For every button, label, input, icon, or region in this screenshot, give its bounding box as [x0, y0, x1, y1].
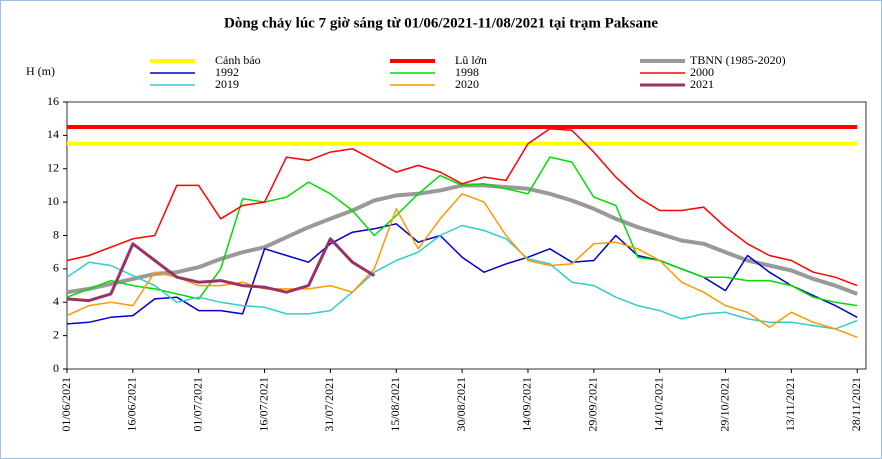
series-line	[66, 193, 858, 339]
series-line	[66, 237, 376, 303]
legend-label: 2000	[690, 65, 714, 79]
y-tick-label: 2	[53, 327, 59, 341]
x-tick-label: 13/11/2021	[783, 377, 797, 431]
y-tick-label: 0	[53, 361, 59, 375]
y-tick-label: 6	[53, 261, 59, 275]
x-tick-label: 01/07/2021	[190, 377, 204, 432]
x-tick-label: 30/08/2021	[454, 377, 468, 432]
legend-label: 1992	[215, 65, 239, 79]
y-tick-label: 4	[53, 294, 59, 308]
y-tick-label: 8	[53, 227, 59, 241]
series-line	[66, 127, 858, 287]
y-axis-label: H (m)	[26, 64, 55, 78]
y-tick-label: 10	[47, 194, 59, 208]
x-tick-label: 15/08/2021	[388, 377, 402, 432]
legend-label: 2021	[690, 77, 714, 91]
series-line	[66, 156, 858, 307]
chart-title: Dòng chảy lúc 7 giờ sáng từ 01/06/2021-1…	[224, 15, 658, 31]
x-tick-label: 14/10/2021	[651, 377, 665, 432]
series-line	[66, 223, 858, 325]
y-tick-label: 16	[47, 94, 59, 108]
legend-label: Cảnh báo	[215, 53, 261, 67]
x-tick-label: 16/07/2021	[256, 377, 270, 432]
y-tick-label: 12	[47, 161, 59, 175]
legend-label: TBNN (1985-2020)	[690, 53, 786, 67]
x-tick-label: 14/09/2021	[520, 377, 534, 432]
x-tick-label: 29/09/2021	[586, 377, 600, 432]
legend-label: 2020	[455, 77, 479, 91]
y-tick-label: 14	[47, 127, 59, 141]
legend-label: 1998	[455, 65, 479, 79]
x-tick-label: 31/07/2021	[322, 377, 336, 432]
x-tick-label: 28/11/2021	[849, 377, 863, 431]
x-tick-label: 29/10/2021	[717, 377, 731, 432]
series-line	[66, 224, 858, 330]
legend-label: 2019	[215, 77, 239, 91]
x-tick-label: 01/06/2021	[59, 377, 73, 432]
legend-label: Lũ lớn	[455, 53, 487, 67]
x-tick-label: 16/06/2021	[125, 377, 139, 432]
